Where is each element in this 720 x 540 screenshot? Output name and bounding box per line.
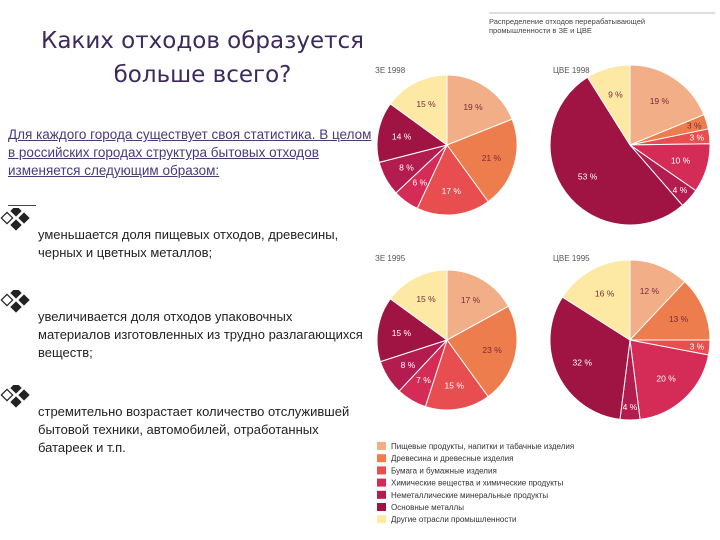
chart-header-line-2: промышленности в ЗЕ и ЦВЕ [489,26,592,35]
pie-charts-svg: Распределение отходов перерабатывающей п… [375,12,715,524]
pie-4-label-5: 4 % [623,402,638,412]
pie-4-label-1: 12 % [640,286,660,296]
legend-label-7: Другие отрасли промышленности [391,515,516,524]
pie-3-label-1: 17 % [461,295,481,305]
pie-2-label-1: 19 % [650,96,670,106]
pie-3-label-3: 15 % [445,381,465,391]
pie-1-label-7: 15 % [416,99,436,109]
pie-2-slice-1 [629,64,705,146]
pie-1-label-6: 14 % [392,131,412,141]
legend-label-6: Основные металлы [391,503,464,512]
pie-title-2: ЦВЕ 1998 [553,66,590,75]
pie-3-slice-7 [389,269,448,341]
pie-1-slice-1 [446,74,513,146]
pie-charts-panel: Распределение отходов перерабатывающей п… [365,0,720,540]
pie-2-slice-6 [549,76,684,226]
legend-swatch-1 [377,442,386,450]
legend-swatch-6 [377,503,386,511]
bullet-text-3: стремительно возрастает количество отслу… [38,404,350,455]
slide-title: Каких отходов образуется больше всего? [0,24,405,92]
pie-2-label-3: 3 % [689,133,704,143]
legend-label-2: Древесина и древесные изделия [391,454,513,463]
diamond-bullet-icon [0,385,30,408]
legend-swatch-4 [377,478,386,487]
pie-3-slice-1 [446,269,510,341]
pie-3-label-7: 15 % [416,294,436,304]
pie-2-label-2: 3 % [687,120,702,130]
pie-4-slice-1 [629,259,686,342]
legend-label-3: Бумага и бумажные изделия [391,466,497,475]
pie-2-label-5: 4 % [673,185,688,195]
legend-label-4: Химические вещества и химические продукт… [391,479,563,488]
chart-header-line-1: Распределение отходов перерабатывающей [489,17,645,26]
pie-1-slice-2 [446,118,518,203]
pie-4-label-2: 13 % [669,314,689,324]
slide-title-line-1: Каких отходов образуется [41,28,364,54]
divider [8,205,36,206]
pie-1-label-4: 6 % [412,177,427,187]
pie-1-label-2: 21 % [482,153,502,163]
pie-4-label-3: 3 % [690,341,705,351]
pie-1-label-5: 8 % [399,162,414,172]
legend-swatch-5 [377,490,386,499]
pie-2-slice-7 [586,64,631,147]
pie-4-label-7: 16 % [595,289,615,299]
intro-paragraph: Для каждого города существует своя стати… [8,127,372,178]
pie-4-label-6: 32 % [573,358,593,368]
pie-3-label-2: 23 % [482,345,502,355]
legend-swatch-2 [377,454,386,463]
bullet-text-1: уменьшается доля пищевых отходов, древес… [38,227,339,260]
pie-title-1: ЗЕ 1998 [375,66,406,75]
pie-4-label-4: 20 % [656,374,676,384]
pie-1-label-1: 19 % [463,102,483,112]
legend-label-1: Пищевые продукты, напитки и табачные изд… [391,442,574,451]
pie-3-label-4: 7 % [416,375,431,385]
pie-2-label-6: 53 % [578,171,598,181]
legend-swatch-7 [377,515,386,524]
pie-4-slice-7 [561,259,631,341]
pie-1-slice-7 [389,74,448,146]
legend-label-5: Неметаллические минеральные продукты [391,491,548,500]
pie-title-4: ЦВЕ 1995 [553,254,590,263]
pie-1-slice-6 [376,103,449,164]
pie-3-slice-6 [376,298,449,363]
pie-4-slice-2 [628,280,711,341]
pie-1-slice-3 [416,144,489,216]
pie-4-slice-4 [629,339,710,420]
slide-title-line-2: больше всего? [113,62,292,88]
pie-title-3: ЗЕ 1995 [375,254,406,263]
pie-3-label-6: 15 % [392,328,412,338]
pies-layer: ЗЕ 1998 19 % 21 % 17 % 6 % 8 % 14 % 15 % ЦВЕ 199… [375,64,711,421]
diamond-bullet-icon [0,290,30,313]
pie-2-label-4: 10 % [671,155,691,165]
legend: Пищевые продукты, напитки и табачные изд… [377,442,574,524]
pie-3-label-5: 8 % [401,360,416,370]
pie-3-slice-3 [424,338,489,411]
diamond-bullet-icon [0,208,30,231]
bullet-text-2: увеличивается доля отходов упаковочных м… [38,309,363,360]
pie-1-label-3: 17 % [442,186,462,196]
legend-swatch-3 [377,466,386,475]
pie-3-slice-2 [446,305,518,398]
pie-2-label-7: 9 % [608,89,623,99]
